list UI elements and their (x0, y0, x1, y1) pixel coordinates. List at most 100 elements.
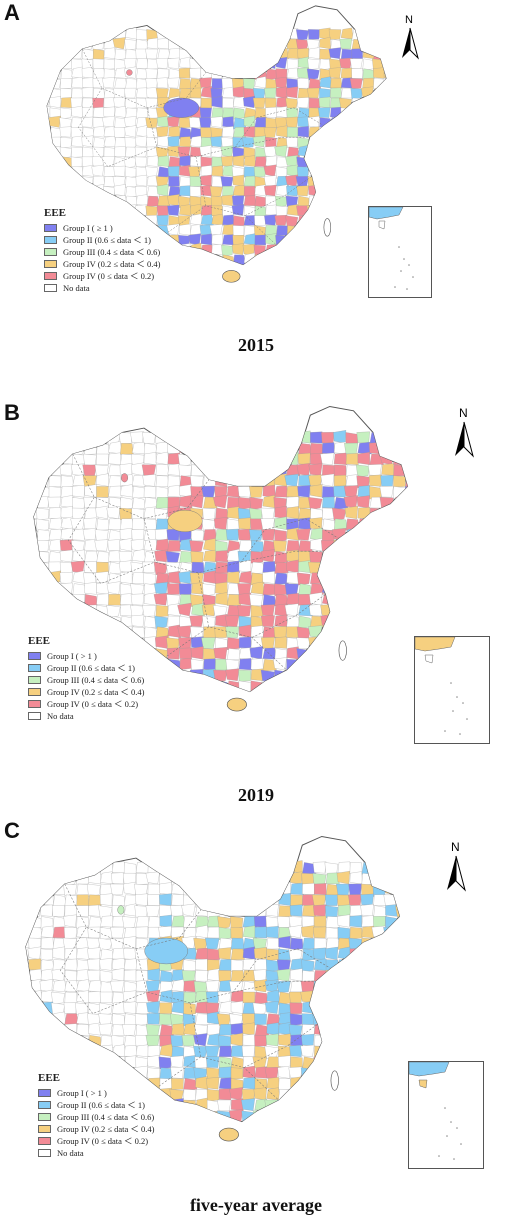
map-region (189, 58, 202, 69)
map-region (369, 657, 383, 671)
map-region (349, 1045, 364, 1058)
map-region (277, 1065, 291, 1079)
map-region (64, 905, 78, 917)
north-label: N (451, 840, 460, 854)
map-region (361, 1023, 374, 1036)
map-region (170, 1035, 184, 1047)
map-region (178, 39, 191, 50)
map-region (107, 539, 121, 552)
map-region (203, 658, 217, 671)
map-region (51, 1056, 65, 1068)
map-region (165, 551, 180, 565)
map-region (227, 637, 240, 650)
map-region (313, 915, 327, 928)
map-region (340, 194, 352, 206)
map-region (194, 1056, 208, 1069)
map-region (273, 540, 287, 553)
map-region (357, 538, 371, 552)
map-region (250, 625, 264, 638)
map-region (92, 107, 106, 118)
map-region (322, 496, 336, 509)
map-region (82, 528, 97, 541)
map-region (322, 680, 335, 692)
map-region (330, 235, 342, 246)
province-border (243, 1024, 318, 1068)
map-region (325, 1056, 340, 1069)
map-region (373, 905, 387, 919)
map-region (274, 529, 287, 543)
map-region (336, 883, 350, 896)
map-region (301, 959, 315, 973)
map-region (337, 946, 352, 960)
map-region (397, 937, 400, 951)
map-region (108, 615, 122, 629)
map-region (28, 990, 43, 1003)
map-region (254, 861, 268, 874)
map-region (242, 39, 255, 51)
map-region (224, 615, 240, 627)
map-region (310, 583, 324, 596)
map-region (405, 594, 408, 606)
map-region (135, 893, 149, 906)
map-region (121, 473, 129, 483)
map-region (325, 1012, 339, 1025)
province-border (166, 205, 206, 234)
map-region (155, 475, 170, 487)
map-region (112, 894, 126, 908)
map-region (92, 117, 105, 128)
map-region (250, 581, 265, 595)
map-region (362, 107, 375, 118)
map-region (250, 658, 264, 671)
map-region (307, 87, 320, 99)
map-region (92, 195, 106, 206)
map-region (88, 894, 102, 907)
map-region (373, 1055, 386, 1068)
map-region (227, 560, 240, 573)
map-region (266, 1087, 281, 1101)
map-region (333, 626, 347, 640)
map-region (318, 184, 331, 197)
map-region (171, 1023, 185, 1036)
map-region (215, 550, 229, 563)
map-region (233, 96, 246, 108)
map-region (349, 1067, 363, 1080)
map-region (214, 452, 228, 465)
map-region (205, 883, 220, 896)
map-region (340, 27, 354, 40)
map-region (361, 186, 374, 198)
map-region (136, 194, 149, 206)
panel-b: B EEE Group I ( > 1 ) Group II (0.6 ≤ da… (0, 400, 512, 810)
map-region (230, 916, 244, 930)
map-region (384, 88, 387, 100)
map-region (286, 485, 300, 498)
map-region (159, 1043, 174, 1057)
map-region (328, 146, 342, 158)
map-region (356, 495, 370, 509)
map-region (349, 1035, 363, 1047)
legend: EEE Group I ( ≥ 1 ) Group II (0.6 ≤ data… (44, 207, 161, 294)
map-region (199, 77, 212, 89)
map-region (145, 68, 158, 80)
map-region (242, 862, 256, 875)
map-region (143, 538, 158, 552)
map-region (205, 1056, 220, 1068)
map-region (40, 904, 53, 917)
legend-item-group4b: Group IV (0 ≤ data ＜ 0.2) (38, 1135, 155, 1147)
map-region (71, 39, 83, 50)
legend-swatch (28, 688, 41, 696)
map-region (361, 1002, 376, 1016)
map-region (254, 29, 266, 41)
map-region (351, 215, 363, 227)
map-region (145, 989, 160, 1003)
map-region (167, 29, 180, 41)
legend-item-group1: Group I ( ≥ 1 ) (44, 222, 161, 234)
map-region (183, 991, 197, 1004)
map-region (351, 184, 365, 197)
map-region (296, 572, 311, 586)
map-region (159, 1013, 172, 1026)
map-region (159, 914, 172, 928)
map-region (240, 894, 255, 906)
map-region (274, 431, 288, 444)
map-region (319, 203, 331, 216)
map-region (238, 517, 252, 530)
